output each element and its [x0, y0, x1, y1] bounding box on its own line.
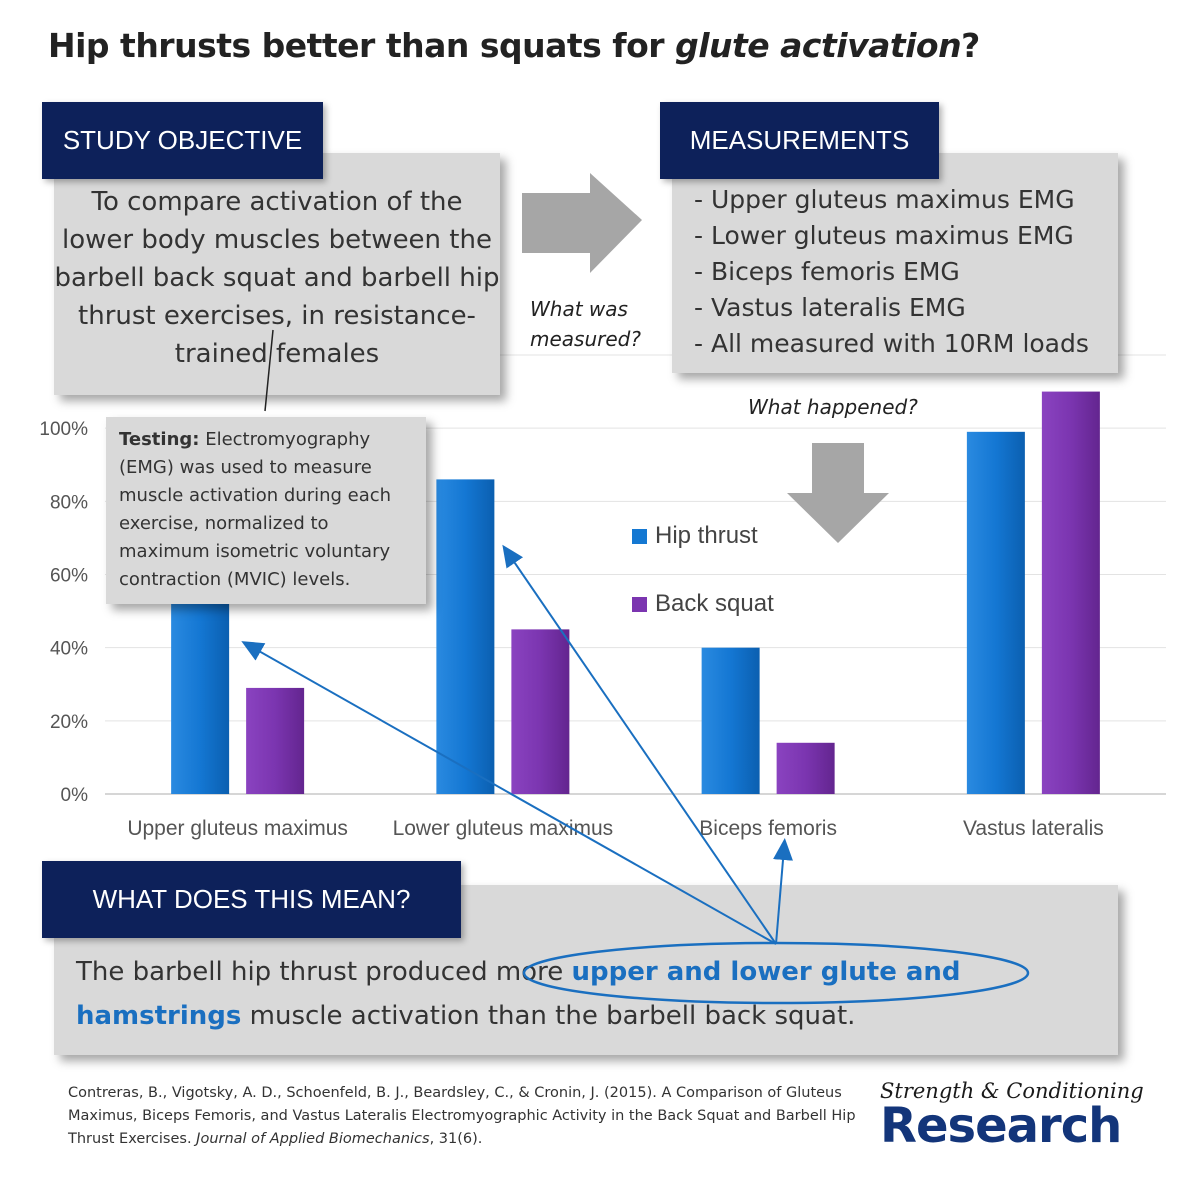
measurements-panel [672, 153, 1118, 373]
what-happened-label: What happened? [748, 395, 918, 419]
meaning-text: The barbell hip thrust produced more upp… [76, 957, 961, 1031]
objective-panel [54, 153, 500, 395]
objective-text: To compare activation of the lower body … [54, 187, 500, 369]
y-tick-label: 60% [50, 566, 88, 587]
measurement-item: - Upper gluteus maximus EMG [694, 185, 1075, 214]
legend-item: Back squat [632, 590, 774, 618]
measurement-item: - Biceps femoris EMG [694, 257, 960, 286]
legend-swatch [632, 528, 647, 544]
measurement-item: - All measured with 10RM loads [694, 329, 1089, 358]
citation: Contreras, B., Vigotsky, A. D., Schoenfe… [68, 1085, 856, 1147]
legend-item: Hip thrust [632, 522, 758, 550]
measurement-item: - Lower gluteus maximus EMG [694, 221, 1074, 250]
x-category-label: Biceps femoris [699, 817, 837, 840]
y-tick-label: 0% [61, 785, 89, 806]
y-tick-label: 40% [50, 639, 88, 660]
brand-tagline: Strength & Conditioning [880, 1079, 1144, 1103]
meaning-heading: WHAT DOES THIS MEAN? [42, 861, 461, 938]
measurements-list: - Upper gluteus maximus EMG - Lower glut… [694, 182, 1089, 362]
y-tick-label: 20% [50, 712, 88, 733]
testing-panel [106, 417, 426, 604]
back-squat-bar [776, 742, 835, 794]
legend-swatch [632, 596, 647, 612]
x-category-label: Upper gluteus maximus [127, 817, 348, 840]
objective-heading: STUDY OBJECTIVE [42, 102, 323, 179]
hip-thrust-bar [966, 431, 1025, 794]
hip-thrust-bar [436, 479, 495, 794]
brand-logo: Research [880, 1098, 1122, 1154]
legend-label: Hip thrust [655, 522, 758, 549]
testing-text: Testing: Electromyography (EMG) was used… [119, 429, 392, 590]
x-category-label: Lower gluteus maximus [393, 817, 614, 840]
hip-thrust-bar [701, 647, 760, 794]
back-squat-bar [1041, 391, 1100, 794]
back-squat-bar [246, 687, 305, 794]
hip-thrust-bar [171, 574, 230, 794]
y-tick-label: 80% [50, 492, 88, 513]
back-squat-bar [511, 629, 570, 794]
x-category-label: Vastus lateralis [963, 817, 1104, 840]
legend-label: Back squat [655, 590, 774, 617]
measurement-item: - Vastus lateralis EMG [694, 293, 966, 322]
y-tick-label: 100% [39, 419, 88, 440]
measurements-heading: MEASUREMENTS [660, 102, 939, 179]
page-title: Hip thrusts better than squats for glute… [48, 26, 980, 65]
what-was-measured-label: What was measured? [530, 297, 641, 351]
